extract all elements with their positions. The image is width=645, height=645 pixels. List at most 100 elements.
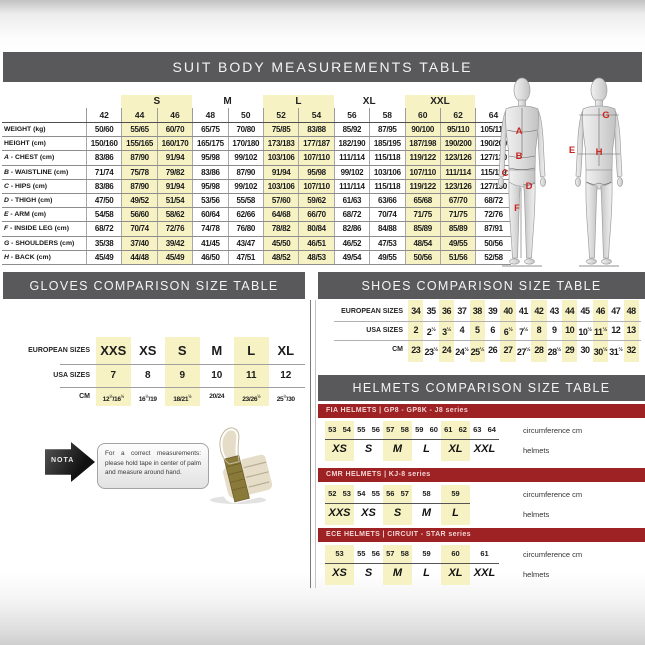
suit-table-row: F - INSIDE LEG (cm) 68/72 70/74 72/76 74/78 7… (2, 222, 511, 237)
helmet-size-group: 59 L (441, 485, 470, 525)
measurement-value-cell: 46/50 (192, 250, 227, 264)
measurement-value-cell: 83/86 (192, 165, 227, 179)
measurement-value-cell: 49/55 (439, 236, 476, 250)
half-fraction: ½ (618, 347, 623, 353)
circumference-value: 60 (429, 425, 438, 434)
gloves-value-cell: 16½/19 (138, 394, 157, 404)
measurement-value-cell: 60/64 (192, 208, 227, 222)
shoes-value-cell: 6 (490, 325, 495, 335)
suit-table-row: A - CHEST (cm) 83/86 87/90 91/94 95/98 99/102… (2, 151, 511, 166)
shoes-value-cell: 28½ (547, 347, 562, 357)
shoes-value-cell: 8 (536, 325, 542, 335)
half-fraction: ½ (283, 394, 287, 399)
row-label: A - CHEST (cm) (4, 154, 55, 162)
measurement-value-cell: 103/106 (369, 165, 404, 179)
half-fraction: ½ (257, 394, 261, 399)
size-header-cell: 62 (439, 108, 476, 122)
shoes-value-cell: 47 (611, 306, 621, 316)
measurement-value-cell: 63/66 (369, 193, 404, 208)
helmet-series-banner: FIA HELMETS | GP8 - GP8K - J8 series (318, 404, 645, 418)
measurement-value-cell: 107/110 (404, 165, 440, 179)
helmets-table-title: HELMETS COMPARISON SIZE TABLE (352, 381, 611, 395)
shoes-value-cell: 31½ (609, 347, 623, 357)
suit-table-row: H - BACK (cm) 45/49 44/48 45/49 46/50 47/51 48… (2, 250, 511, 265)
half-fraction: ½ (464, 347, 469, 353)
shoes-value-cell: 42 (534, 306, 544, 316)
shoes-value-cell: 29 (565, 345, 575, 355)
row-label: WEIGHT (kg) (4, 126, 46, 133)
helmet-size-label: S (393, 507, 402, 519)
suit-size-group-row: S M L XL XXL (2, 95, 511, 108)
shoes-row-label: EUROPEAN SIZES (341, 308, 403, 315)
shoes-value-cell: 41 (518, 306, 529, 316)
body-letter-labels: A BC DF E G H (502, 110, 610, 214)
helmet-circumference-values: 60 (441, 545, 470, 563)
measurement-value-cell: 50/56 (475, 236, 510, 250)
highlight-stripe (623, 300, 639, 362)
helmet-circumference-values: 56 57 (383, 485, 412, 503)
measurement-value-cell: 59/62 (298, 193, 334, 208)
circumference-cm-label: circumference cm (523, 426, 583, 435)
gloves-value-cell: 12½/16½ (102, 394, 125, 404)
helmet-size-group: 56 57 S (383, 485, 412, 525)
highlight-stripe (500, 300, 516, 362)
measurement-value-cell: 105/115 (475, 123, 510, 137)
helmet-size-groups: 52 53 XXS 54 55 XS 56 57 S 58 M 59 L (325, 485, 470, 525)
circumference-value: 56 (371, 425, 380, 434)
helmet-circumference-values: 58 (412, 485, 441, 503)
circumference-value: 54 (342, 425, 351, 434)
shoes-value-cell: 6½ (503, 327, 513, 337)
helmet-size-group: 59 60 L (412, 421, 441, 461)
highlight-stripe (592, 300, 609, 362)
measurement-value-cell: 182/190 (333, 137, 369, 151)
measurement-value-cell: 75/85 (262, 123, 299, 137)
row-label: H - BACK (cm) (4, 253, 51, 261)
body-letter-E: E (569, 145, 575, 156)
row-divider-line (60, 387, 305, 389)
helmets-label: helmets (523, 510, 550, 519)
gloves-row-label: EUROPEAN SIZES (28, 347, 90, 354)
measurement-value-cell: 48/54 (404, 236, 440, 250)
suit-table-row: B - WAISTLINE (cm) 71/74 75/78 79/82 83/86 87… (2, 165, 511, 180)
shoes-value-cell: 43 (549, 306, 560, 316)
helmet-size-label: S (364, 443, 373, 455)
measurement-lines-front (506, 108, 538, 258)
measurement-value-cell: 47/50 (86, 193, 121, 208)
size-header-cell: 52 (262, 108, 299, 122)
shoes-table-header: SHOES COMPARISON SIZE TABLE (318, 272, 645, 299)
shoes-value-cell: 35 (426, 306, 437, 316)
gloves-value-cell: 10 (211, 370, 223, 381)
shoes-value-cell: 2 (413, 325, 418, 335)
measurement-value-cell: 190/200 (439, 137, 476, 151)
measurement-value-cell: 91/94 (156, 151, 193, 165)
helmet-series-banner: ECE HELMETS | CIRCUIT - STAR series (318, 528, 645, 542)
measurement-value-cell: 95/98 (192, 151, 227, 165)
suit-table-row: WEIGHT (kg) 50/60 55/65 60/70 65/75 70/80 75/8… (2, 123, 511, 138)
measurement-value-cell: 35/38 (86, 236, 121, 250)
shoes-comparison-table: EUROPEAN SIZES 34 35 36 37 38 39 40 41 42 43 44 45 46… (320, 300, 643, 362)
helmet-size-group: 58 M (412, 485, 441, 525)
measurement-value-cell: 55/58 (227, 193, 263, 208)
helmet-circumference-values: 52 53 (325, 485, 354, 503)
measurement-value-cell: 91/94 (156, 179, 193, 193)
helmets-label: helmets (523, 570, 550, 579)
circumference-value: 58 (422, 489, 431, 498)
measurement-value-cell: 47/51 (227, 250, 263, 264)
circumference-value: 57 (386, 425, 395, 434)
body-letter-B: B (516, 151, 523, 162)
circumference-cm-label: circumference cm (523, 550, 583, 559)
circumference-value: 59 (415, 425, 424, 434)
helmet-circumference-values: 61 62 (441, 421, 470, 439)
measurement-value-cell: 37/40 (121, 236, 157, 250)
measurement-value-cell: 70/80 (227, 123, 263, 137)
measurement-value-cell: 49/52 (121, 193, 157, 208)
shoes-value-cell: 23½ (424, 347, 439, 357)
row-label-prefix: B (4, 168, 9, 176)
circumference-value: 61 (480, 549, 489, 558)
shoes-value-cell: 25½ (470, 347, 485, 357)
size-header-cell: 60 (404, 108, 440, 122)
body-letter-A: A (516, 126, 523, 137)
measurement-value-cell: 72/76 (475, 208, 510, 222)
shoes-value-cell: 23 (411, 345, 421, 355)
measurement-value-cell: 79/82 (156, 165, 193, 179)
